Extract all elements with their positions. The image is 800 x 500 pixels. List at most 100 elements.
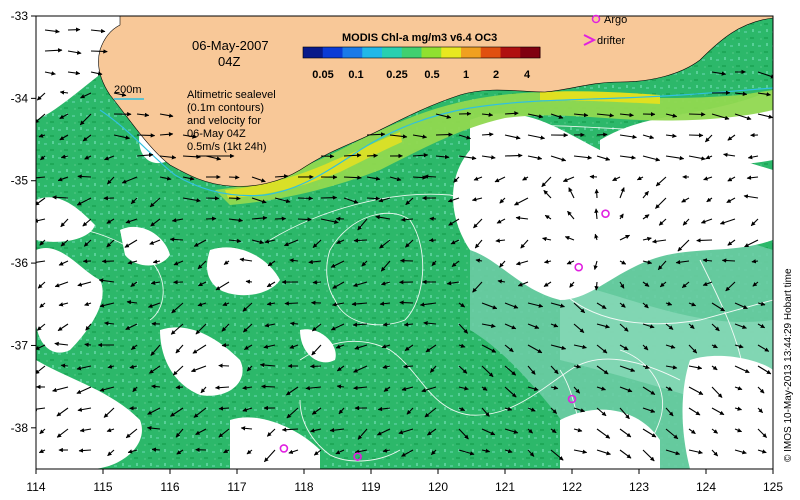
velocity-arrow: [594, 233, 599, 241]
velocity-arrow: [90, 71, 103, 76]
velocity-arrow: [734, 449, 747, 455]
velocity-arrow: [136, 112, 150, 118]
velocity-arrow: [151, 384, 161, 389]
velocity-arrow: [38, 448, 46, 454]
velocity-arrow: [757, 344, 770, 352]
colorbar-swatch: [382, 47, 403, 58]
velocity-arrow: [568, 187, 575, 199]
velocity-arrow: [36, 92, 46, 101]
velocity-arrow: [221, 343, 230, 348]
velocity-arrow: [312, 323, 322, 332]
velocity-arrow: [619, 428, 632, 438]
velocity-arrow: [56, 407, 69, 417]
velocity-arrow: [354, 449, 368, 454]
velocity-arrow: [619, 155, 636, 160]
velocity-arrow: [619, 112, 634, 118]
velocity-arrow: [473, 176, 483, 181]
velocity-arrow: [309, 364, 322, 369]
velocity-arrow: [136, 133, 156, 138]
velocity-arrow: [259, 362, 276, 368]
velocity-arrow: [619, 365, 636, 372]
velocity-arrow: [499, 197, 506, 204]
velocity-arrow: [58, 260, 69, 266]
velocity-arrow: [619, 281, 625, 289]
velocity-arrow: [419, 302, 437, 307]
velocity-arrow: [124, 239, 138, 248]
velocity-arrow: [284, 239, 299, 247]
velocity-arrow: [665, 386, 673, 391]
colorbar-swatch: [322, 47, 343, 58]
velocity-arrow: [228, 218, 243, 223]
velocity-arrow: [60, 218, 69, 228]
velocity-arrow: [195, 323, 207, 335]
velocity-arrow: [727, 134, 736, 141]
velocity-arrow: [405, 239, 414, 248]
velocity-arrow: [688, 449, 703, 455]
velocity-arrow: [130, 197, 138, 205]
velocity-arrow: [573, 449, 588, 454]
velocity-arrow: [504, 344, 514, 353]
colorbar-tick-label: 1: [463, 69, 469, 81]
velocity-arrow: [222, 301, 230, 307]
velocity-arrow: [36, 344, 46, 350]
velocity-arrow: [619, 386, 633, 393]
velocity-arrow: [99, 302, 115, 308]
velocity-arrow: [159, 113, 174, 118]
argo-float-marker: [567, 394, 577, 404]
velocity-arrow: [481, 323, 496, 328]
velocity-arrow: [619, 134, 637, 140]
velocity-arrow: [504, 365, 517, 376]
velocity-arrow: [642, 190, 649, 199]
velocity-arrow: [596, 428, 611, 439]
velocity-arrow: [757, 386, 765, 394]
velocity-arrow: [129, 364, 138, 369]
velocity-arrow: [44, 71, 56, 76]
velocity-arrow: [743, 194, 759, 199]
velocity-arrow: [550, 155, 567, 162]
velocity-arrow: [514, 197, 529, 206]
argo-float-marker: [279, 444, 289, 453]
velocity-arrow: [665, 323, 674, 330]
velocity-arrow: [665, 365, 678, 370]
velocity-arrow: [458, 134, 471, 140]
velocity-arrow: [757, 301, 766, 306]
y-tick-label: -36: [11, 256, 29, 270]
velocity-arrow: [642, 449, 655, 462]
velocity-arrow: [151, 447, 161, 452]
velocity-arrow: [688, 365, 703, 370]
velocity-arrow: [215, 281, 230, 291]
velocity-arrow: [499, 260, 506, 268]
velocity-arrow: [107, 449, 115, 457]
velocity-arrow: [403, 322, 414, 327]
velocity-arrow: [182, 134, 197, 139]
velocity-arrow: [550, 365, 559, 375]
velocity-arrow: [573, 427, 583, 433]
velocity-arrow: [353, 281, 368, 287]
colorbar-swatch: [401, 47, 422, 58]
velocity-arrow: [36, 365, 46, 375]
velocity-arrow: [308, 259, 322, 265]
velocity-arrow: [286, 407, 299, 419]
velocity-arrow: [389, 176, 402, 182]
velocity-arrow: [458, 406, 466, 411]
velocity-arrow: [652, 239, 667, 244]
velocity-arrow: [193, 407, 207, 418]
velocity-arrow: [366, 196, 381, 201]
velocity-arrow: [550, 407, 558, 414]
velocity-arrow: [173, 260, 184, 266]
velocity-arrow: [58, 302, 69, 307]
velocity-arrow: [642, 155, 661, 162]
velocity-arrow: [504, 386, 517, 398]
plot-frame: [35, 15, 774, 470]
velocity-arrow: [702, 281, 713, 286]
velocity-arrow: [706, 197, 713, 203]
velocity-arrow: [330, 323, 345, 331]
velocity-arrow: [682, 218, 690, 226]
velocity-arrow: [175, 428, 184, 438]
velocity-arrow: [313, 449, 322, 456]
velocity-arrow: [688, 386, 704, 396]
velocity-arrow: [573, 112, 589, 118]
velocity-arrow: [175, 344, 184, 354]
velocity-arrow: [264, 323, 276, 328]
